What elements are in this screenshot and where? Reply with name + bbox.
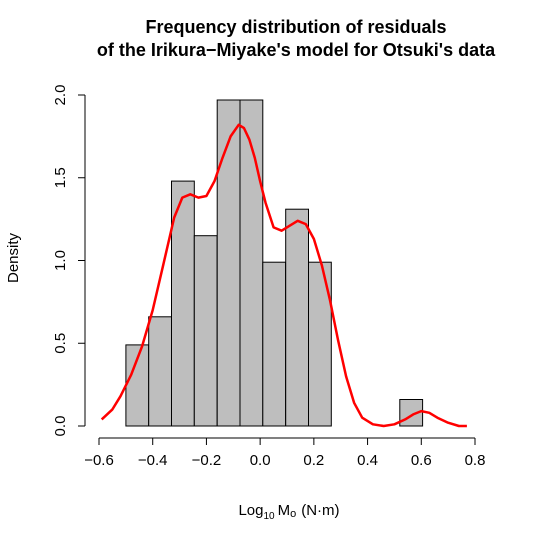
histogram-bar (262, 261, 287, 427)
histogram-bar (285, 208, 310, 427)
x-tick-label: 0.8 (465, 452, 486, 469)
x-axis-label: Log10 Mo (N·m) (238, 502, 339, 522)
y-tick-label: 1.0 (52, 250, 69, 271)
histogram-bar (216, 99, 241, 427)
x-axis-label-subscript: 10 (263, 511, 275, 522)
x-tick-label: 0.2 (303, 452, 324, 469)
y-tick-label: 0.0 (52, 416, 69, 437)
x-tick-label: −0.6 (84, 452, 114, 469)
x-tick-label: −0.2 (192, 452, 222, 469)
y-axis: 0.0 0.5 1.0 1.5 2.0 (52, 85, 86, 437)
x-tick-label: 0.6 (411, 452, 432, 469)
chart-title-line-2: of the Irikura−Miyake's model for Otsuki… (97, 40, 496, 60)
x-axis-label-log: Log (238, 502, 263, 519)
histogram-bar (193, 235, 218, 427)
histogram-bars (125, 99, 424, 427)
y-tick-label: 2.0 (52, 85, 69, 106)
x-axis-label-m: M (278, 502, 291, 519)
x-tick-label: 0.4 (357, 452, 378, 469)
x-tick-label: −0.4 (138, 452, 168, 469)
density-curve (100, 123, 467, 428)
y-tick-label: 1.5 (52, 167, 69, 188)
x-tick-label: 0.0 (250, 452, 271, 469)
x-axis-label-o: o (290, 508, 296, 520)
chart-title-line-1: Frequency distribution of residuals (145, 17, 446, 37)
y-tick-label: 0.5 (52, 333, 69, 354)
y-axis-label: Density (5, 232, 22, 283)
histogram-bar (148, 316, 172, 427)
x-axis: −0.6 −0.4 −0.2 0.0 0.2 0.4 0.6 0.8 (84, 437, 486, 469)
x-axis-label-units: (N·m) (301, 502, 339, 519)
